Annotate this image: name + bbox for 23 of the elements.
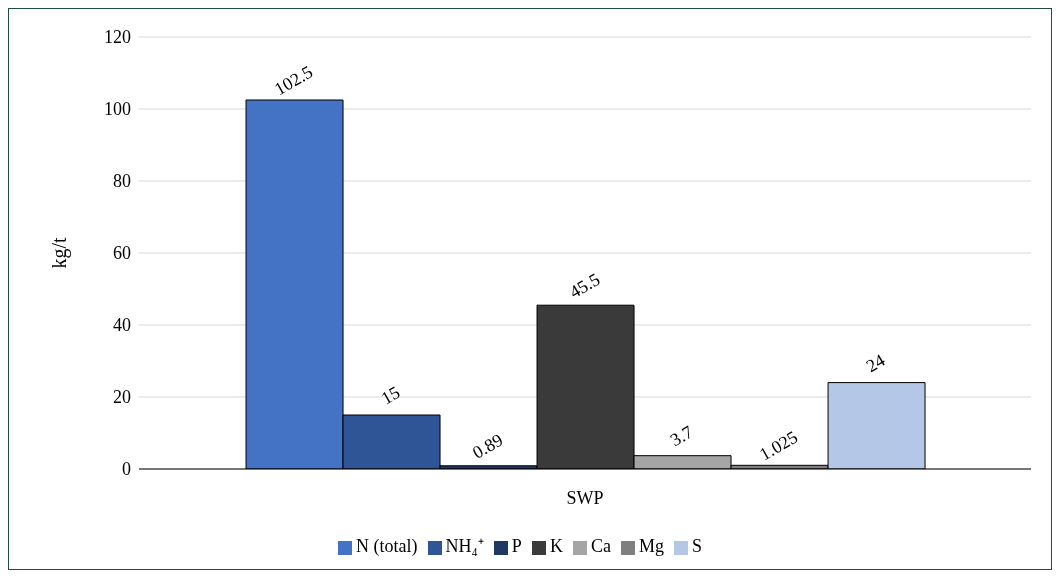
y-tick-label: 100 (104, 99, 131, 120)
data-label: 45.5 (565, 269, 604, 303)
legend-label: Ca (590, 536, 611, 556)
legend-label: S (691, 536, 702, 556)
y-tick-label: 20 (113, 387, 131, 408)
y-tick-label: 40 (113, 315, 131, 336)
legend-label: N (total) (356, 536, 418, 556)
data-label: 1.025 (756, 426, 802, 465)
x-tick-label: SWP (566, 487, 604, 508)
data-label: 24 (862, 349, 889, 377)
y-tick-label: 80 (113, 171, 131, 192)
y-tick-label: 0 (122, 459, 131, 480)
legend-label: K (549, 536, 563, 556)
data-label: 15 (377, 382, 404, 409)
y-axis-title: kg/t (48, 237, 72, 269)
legend-label: P (511, 536, 522, 556)
legend-label: NH₄⁺ (445, 536, 484, 556)
data-label: 3.7 (666, 421, 697, 451)
y-tick-label: 120 (104, 27, 131, 48)
data-label: 0.89 (468, 429, 507, 463)
data-label: 102.5 (271, 61, 317, 100)
y-tick-label: 60 (113, 243, 131, 264)
legend-label: Mg (638, 536, 664, 556)
